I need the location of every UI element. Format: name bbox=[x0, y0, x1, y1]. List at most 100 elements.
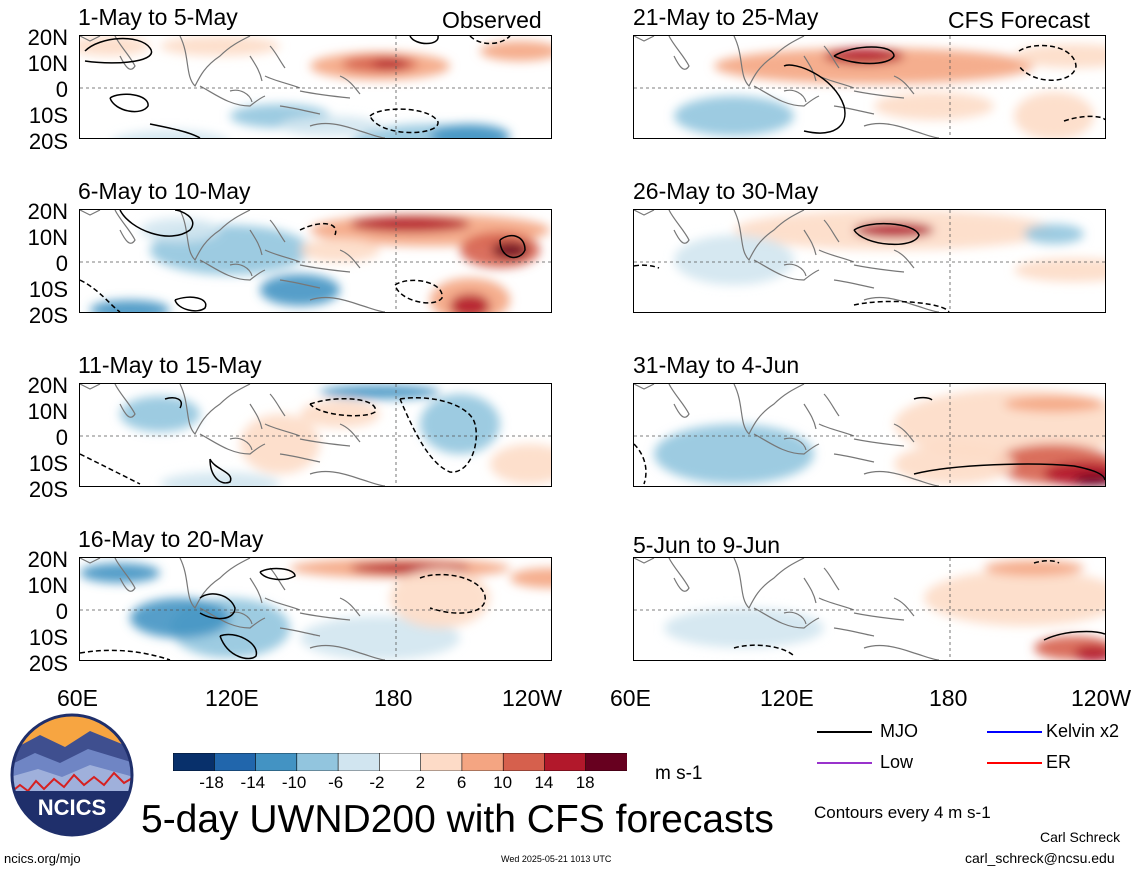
coastline bbox=[80, 36, 386, 138]
mjo-contour bbox=[853, 222, 920, 246]
y-tick-label: 20S bbox=[28, 303, 68, 328]
anomaly-blob bbox=[130, 598, 230, 638]
mjo-contour bbox=[149, 123, 201, 138]
colorbar-swatch bbox=[337, 752, 381, 772]
anomaly-blob bbox=[664, 608, 824, 648]
y-tick-label: 20N bbox=[27, 373, 68, 398]
mjo-contour bbox=[853, 300, 950, 312]
x-tick-label: 120W bbox=[1071, 685, 1132, 711]
anomaly-blob bbox=[510, 568, 551, 588]
anomaly-blob bbox=[654, 424, 814, 484]
anomaly-blob bbox=[874, 92, 994, 120]
colorbar bbox=[172, 752, 628, 772]
x-tick-label: 120E bbox=[205, 685, 259, 711]
anomaly-shading bbox=[674, 44, 1105, 138]
legend-label: MJO bbox=[880, 721, 918, 741]
colorbar-swatch bbox=[213, 752, 257, 772]
anomaly-blob bbox=[984, 560, 1084, 576]
coastline bbox=[80, 384, 386, 486]
main-title: 5-day UWND200 with CFS forecasts bbox=[141, 798, 774, 841]
map-panel bbox=[79, 383, 552, 487]
x-tick-label: 60E bbox=[57, 685, 98, 711]
coastline bbox=[80, 210, 386, 312]
mjo-contour bbox=[1063, 115, 1105, 122]
colorbar-swatch bbox=[296, 752, 339, 772]
mjo-contour bbox=[369, 108, 439, 134]
anomaly-blob bbox=[1024, 224, 1084, 244]
y-tick-label: 10S bbox=[28, 103, 68, 128]
site-link[interactable]: ncics.org/mjo bbox=[4, 851, 81, 866]
mjo-contour bbox=[299, 223, 337, 236]
y-tick-label: 20S bbox=[28, 651, 68, 676]
mjo-contour bbox=[394, 279, 443, 304]
colorbar-tick-label: -18 bbox=[199, 773, 224, 792]
anomaly-blob bbox=[260, 274, 340, 306]
x-tick-label: 60E bbox=[610, 685, 651, 711]
anomaly-shading bbox=[654, 389, 1105, 486]
y-tick-label: 0 bbox=[55, 77, 68, 102]
colorbar-swatch bbox=[585, 752, 628, 772]
anomaly-blob bbox=[300, 616, 460, 660]
anomaly-blob bbox=[420, 394, 500, 454]
anomaly-blob bbox=[430, 124, 510, 138]
anomaly-blob bbox=[280, 116, 380, 136]
x-tick-label: 180 bbox=[374, 685, 413, 711]
colorbar-tick-label: 10 bbox=[493, 773, 513, 792]
email: carl_schreck@ncsu.edu bbox=[965, 850, 1115, 866]
anomaly-blob bbox=[1074, 474, 1105, 486]
colorbar-swatch bbox=[502, 752, 546, 772]
mjo-contour bbox=[199, 593, 236, 620]
anomaly-shading bbox=[80, 36, 551, 138]
colorbar-tick-label: -6 bbox=[328, 773, 344, 792]
mjo-contour bbox=[174, 296, 207, 312]
mjo-contour bbox=[80, 649, 171, 660]
mjo-contour bbox=[634, 443, 647, 485]
anomaly-blob bbox=[450, 294, 490, 312]
y-tick-label: 20N bbox=[27, 25, 68, 50]
panel-title: 31-May to 4-Jun bbox=[633, 352, 800, 378]
mjo-contour bbox=[833, 46, 895, 65]
anomaly-blob bbox=[480, 41, 551, 61]
anomaly-blob bbox=[924, 570, 1105, 626]
anomaly-blob bbox=[1004, 396, 1104, 412]
colorbar-tick-label: 2 bbox=[415, 773, 426, 792]
y-tick-label: 10S bbox=[28, 451, 68, 476]
map-panel bbox=[633, 209, 1106, 313]
colorbar-tick-label: -14 bbox=[240, 773, 266, 792]
colorbar-swatch bbox=[544, 752, 587, 772]
anomaly-blob bbox=[300, 400, 380, 428]
mjo-contour bbox=[119, 210, 194, 237]
map-panel bbox=[79, 557, 552, 661]
ncics-logo: NCICS bbox=[10, 713, 134, 837]
anomaly-blob bbox=[140, 218, 220, 242]
legend bbox=[810, 718, 1135, 778]
anomaly-blob bbox=[1074, 646, 1105, 660]
mjo-contour bbox=[913, 463, 1105, 481]
anomaly-blob bbox=[160, 472, 280, 486]
panel-title: 21-May to 25-May bbox=[633, 4, 819, 30]
anomaly-blob bbox=[90, 300, 170, 312]
panel-title: 11-May to 15-May bbox=[78, 352, 262, 378]
mjo-contour bbox=[109, 93, 149, 113]
panel-title: 26-May to 30-May bbox=[633, 178, 819, 204]
mjo-contour bbox=[913, 396, 933, 401]
contour-note: Contours every 4 m s-1 bbox=[814, 803, 991, 822]
mjo-contour bbox=[309, 398, 376, 417]
y-tick-label: 20S bbox=[28, 477, 68, 502]
map-panel bbox=[79, 209, 552, 313]
mjo-contour bbox=[80, 453, 141, 485]
mjo-contour bbox=[1043, 630, 1105, 641]
y-tick-label: 0 bbox=[55, 599, 68, 624]
anomaly-blob bbox=[1014, 44, 1105, 68]
timestamp: Wed 2025-05-21 1013 UTC bbox=[501, 854, 612, 864]
y-tick-label: 10N bbox=[27, 399, 68, 424]
coastline bbox=[634, 210, 940, 312]
y-tick-label: 20N bbox=[27, 547, 68, 572]
anomaly-blob bbox=[674, 235, 794, 285]
mjo-contour bbox=[219, 633, 257, 660]
colorbar-swatch bbox=[420, 752, 463, 772]
anomaly-blob bbox=[854, 222, 934, 238]
mjo-contour bbox=[209, 458, 232, 484]
anomaly-shading bbox=[120, 385, 551, 486]
map-panel bbox=[633, 35, 1106, 139]
